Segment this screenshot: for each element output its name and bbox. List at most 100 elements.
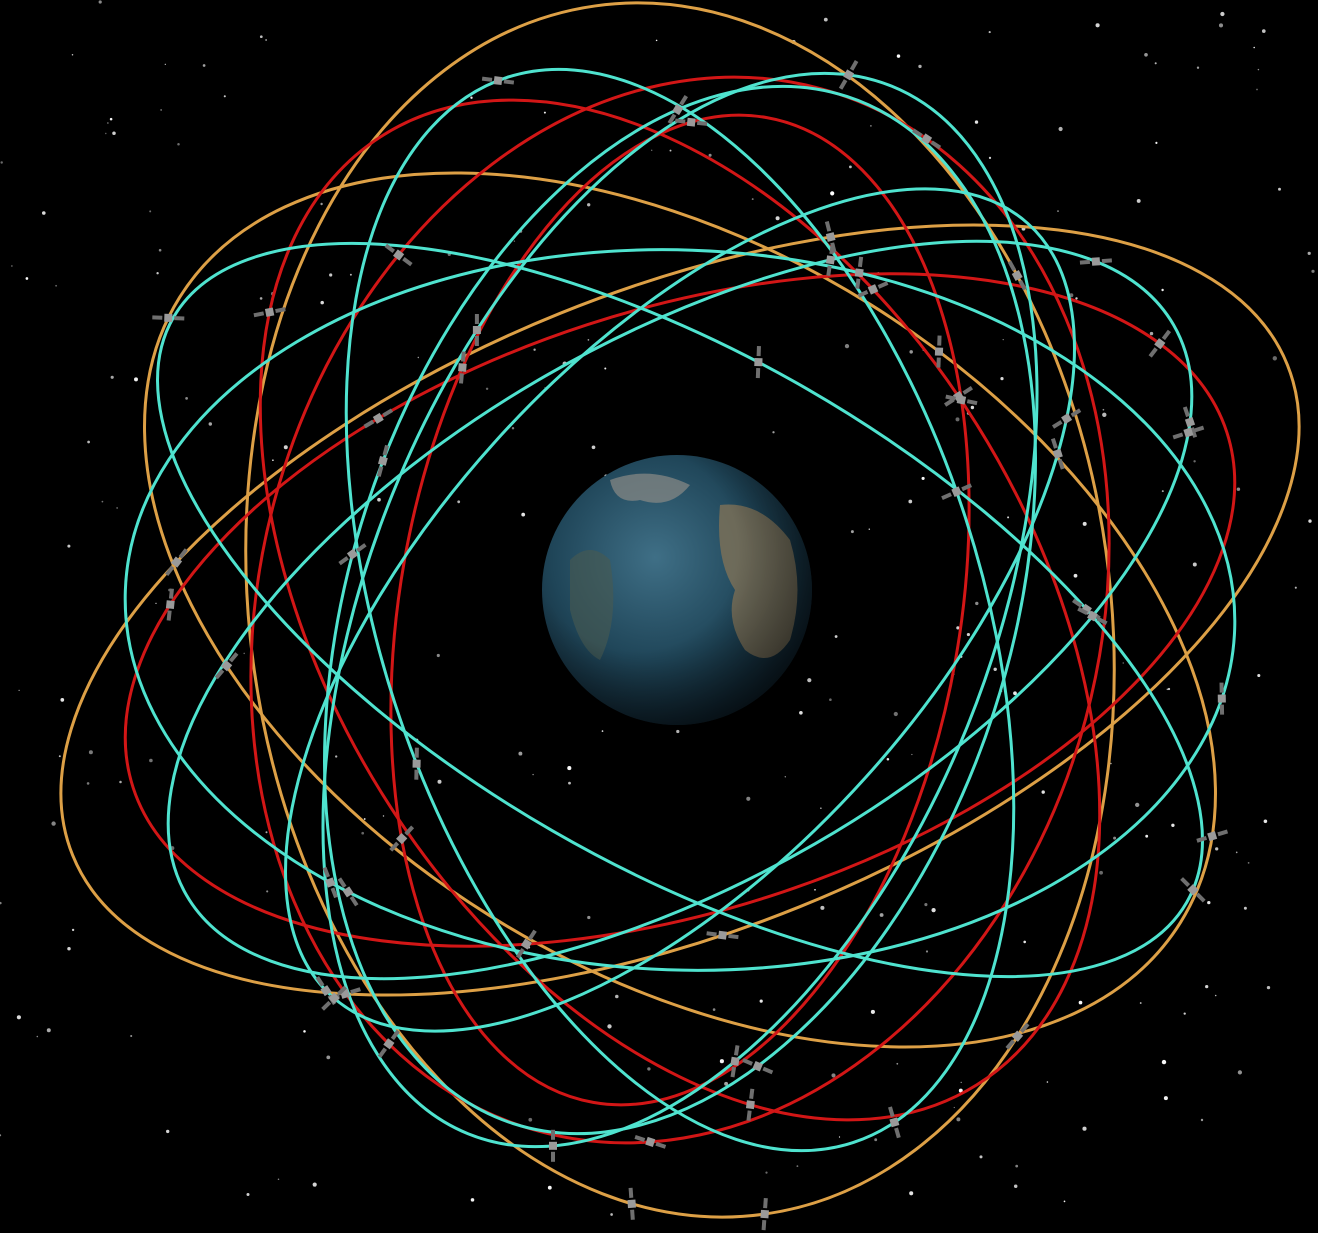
satellite-panel bbox=[730, 1066, 737, 1078]
satellite-panel bbox=[966, 399, 978, 406]
satellite-panel bbox=[356, 543, 367, 553]
satellite bbox=[472, 314, 481, 346]
star bbox=[11, 265, 13, 267]
satellite-panel bbox=[1019, 1022, 1030, 1033]
satellite-body bbox=[378, 456, 388, 466]
star bbox=[71, 53, 74, 56]
star bbox=[1257, 673, 1261, 678]
satellite bbox=[253, 307, 286, 318]
satellite-body bbox=[854, 268, 864, 278]
satellite-panel bbox=[1079, 259, 1091, 265]
satellite bbox=[857, 281, 889, 298]
star bbox=[759, 999, 763, 1003]
satellite-panel bbox=[174, 316, 185, 321]
star bbox=[259, 297, 263, 300]
satellite-panel bbox=[937, 335, 942, 346]
satellite bbox=[912, 128, 942, 150]
star bbox=[156, 272, 159, 275]
star bbox=[1263, 819, 1268, 824]
satellite bbox=[1196, 829, 1229, 843]
satellites bbox=[152, 60, 1229, 1231]
star bbox=[909, 350, 913, 354]
star bbox=[164, 63, 166, 65]
star bbox=[1155, 141, 1158, 144]
star bbox=[874, 1138, 878, 1142]
star bbox=[202, 64, 206, 67]
star bbox=[177, 143, 180, 146]
star bbox=[134, 377, 138, 382]
star bbox=[437, 779, 442, 784]
satellite-panel bbox=[1005, 1039, 1016, 1050]
star bbox=[1205, 984, 1209, 989]
satellite-panel bbox=[460, 351, 466, 362]
star bbox=[1063, 1200, 1066, 1203]
earth bbox=[542, 455, 812, 725]
star bbox=[607, 1024, 612, 1029]
satellite-panel bbox=[1190, 427, 1198, 438]
star bbox=[587, 339, 590, 341]
satellite-body bbox=[1011, 1030, 1024, 1042]
star bbox=[1261, 29, 1266, 33]
star bbox=[974, 120, 979, 124]
satellite-panel bbox=[527, 929, 537, 941]
satellite-panel bbox=[382, 408, 394, 418]
satellite-body bbox=[342, 886, 354, 898]
star bbox=[931, 907, 936, 913]
satellite bbox=[634, 1135, 667, 1149]
satellite bbox=[730, 1045, 740, 1078]
star bbox=[868, 528, 871, 530]
star bbox=[814, 888, 816, 891]
satellite-panel bbox=[414, 769, 419, 780]
satellite-panel bbox=[384, 243, 396, 253]
satellite-panel bbox=[382, 444, 389, 456]
satellite bbox=[742, 1058, 774, 1075]
satellite-panel bbox=[337, 985, 347, 996]
satellite-panel bbox=[1007, 260, 1017, 272]
satellite-body bbox=[825, 255, 836, 265]
satellite-panel bbox=[888, 1106, 895, 1118]
satellite-panel bbox=[1195, 892, 1206, 903]
satellite-body bbox=[264, 307, 275, 317]
satellite-body bbox=[718, 930, 727, 940]
star bbox=[988, 156, 992, 160]
satellite-body bbox=[1207, 831, 1218, 842]
satellite-panel bbox=[894, 1127, 901, 1139]
star bbox=[36, 1035, 39, 1038]
star bbox=[105, 132, 107, 135]
star bbox=[708, 153, 712, 157]
star bbox=[1099, 870, 1103, 875]
satellite-panel bbox=[755, 368, 761, 379]
star bbox=[533, 348, 536, 351]
satellite bbox=[760, 1197, 769, 1231]
satellite-panel bbox=[404, 825, 415, 836]
star bbox=[87, 440, 90, 444]
satellite-panel bbox=[315, 976, 325, 987]
satellite-panel bbox=[474, 314, 479, 324]
star bbox=[1000, 377, 1004, 381]
satellite-body bbox=[346, 548, 359, 560]
satellite bbox=[165, 588, 175, 621]
star bbox=[18, 689, 20, 692]
star bbox=[1294, 586, 1297, 589]
star bbox=[1113, 836, 1117, 840]
star bbox=[1193, 460, 1196, 463]
satellite-body bbox=[889, 1117, 900, 1128]
star bbox=[834, 635, 838, 638]
star bbox=[796, 1165, 799, 1168]
star bbox=[979, 1155, 983, 1159]
orbit bbox=[59, 223, 1301, 997]
star bbox=[277, 1178, 280, 1181]
star bbox=[485, 387, 489, 391]
satellite bbox=[481, 76, 515, 86]
satellite-body bbox=[1183, 427, 1194, 438]
satellite-panel bbox=[749, 1088, 755, 1099]
star bbox=[850, 530, 854, 534]
star bbox=[329, 273, 333, 277]
satellite-panel bbox=[634, 1135, 646, 1142]
star bbox=[1149, 331, 1154, 336]
star bbox=[335, 755, 338, 758]
satellite bbox=[458, 351, 467, 384]
star bbox=[1220, 11, 1225, 17]
satellite-body bbox=[220, 660, 233, 672]
